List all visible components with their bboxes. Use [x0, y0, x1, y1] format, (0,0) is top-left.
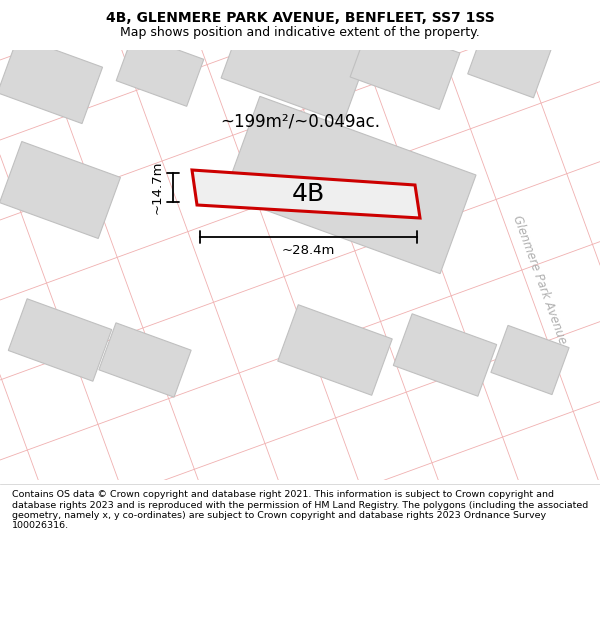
- Polygon shape: [224, 96, 476, 274]
- Polygon shape: [8, 299, 112, 381]
- Text: Contains OS data © Crown copyright and database right 2021. This information is : Contains OS data © Crown copyright and d…: [12, 490, 588, 531]
- Polygon shape: [394, 314, 497, 396]
- Polygon shape: [99, 323, 191, 397]
- Text: Map shows position and indicative extent of the property.: Map shows position and indicative extent…: [120, 26, 480, 39]
- Text: 4B, GLENMERE PARK AVENUE, BENFLEET, SS7 1SS: 4B, GLENMERE PARK AVENUE, BENFLEET, SS7 …: [106, 11, 494, 25]
- Text: ~28.4m: ~28.4m: [282, 244, 335, 258]
- Polygon shape: [350, 21, 460, 109]
- Polygon shape: [0, 36, 103, 124]
- Polygon shape: [468, 22, 552, 98]
- Polygon shape: [278, 305, 392, 395]
- Text: 4B: 4B: [292, 182, 325, 206]
- Polygon shape: [116, 34, 204, 106]
- Polygon shape: [491, 326, 569, 394]
- Polygon shape: [0, 141, 121, 239]
- Polygon shape: [221, 8, 369, 122]
- Text: ~199m²/~0.049ac.: ~199m²/~0.049ac.: [220, 113, 380, 131]
- Text: ~14.7m: ~14.7m: [151, 161, 163, 214]
- Text: Glenmere Park Avenue: Glenmere Park Avenue: [511, 214, 569, 346]
- Polygon shape: [192, 170, 420, 218]
